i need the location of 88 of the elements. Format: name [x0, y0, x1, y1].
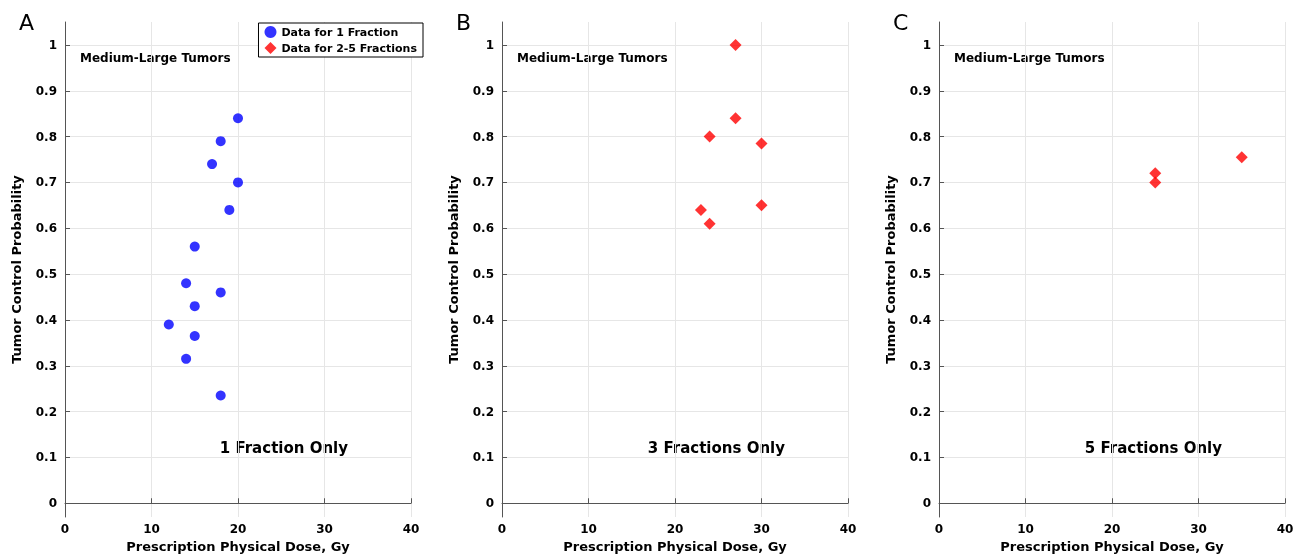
- point: [1235, 151, 1248, 164]
- point: [703, 130, 716, 143]
- x-tick-label: 0: [497, 522, 507, 536]
- y-tick-label: 0.8: [35, 129, 57, 144]
- x-tick-label: 40: [839, 522, 857, 536]
- point: [729, 38, 742, 51]
- y-tick-label: 0.9: [909, 83, 931, 98]
- x-tick-label: 20: [1103, 522, 1121, 536]
- annotation: Medium-Large Tumors: [517, 51, 668, 65]
- chart-title: A: [19, 9, 35, 35]
- y-axis-title: Tumor Control Probability: [9, 174, 24, 364]
- point: [755, 137, 768, 150]
- point: [1149, 176, 1162, 189]
- point: [189, 241, 200, 252]
- point: [189, 301, 200, 312]
- y-tick-label: 0.8: [472, 129, 494, 144]
- y-tick-label: 0.4: [909, 312, 931, 327]
- y-tick-label: 0.6: [909, 221, 931, 236]
- y-tick-label: 0.9: [472, 83, 494, 98]
- x-tick-label: 30: [753, 522, 770, 536]
- y-tick-label: 0.6: [35, 221, 57, 236]
- y-tick-label: 0.7: [35, 175, 57, 190]
- y-tick-label: 0.6: [472, 221, 494, 236]
- point: [181, 278, 192, 289]
- x-tick-label: 10: [143, 522, 160, 536]
- y-tick-label: 0.4: [472, 312, 494, 327]
- y-tick-label: 0: [922, 496, 931, 511]
- legend-label: Data for 1 Fraction: [281, 25, 399, 39]
- point: [729, 112, 742, 125]
- x-tick-label: 20: [229, 522, 247, 536]
- y-tick-label: 1: [48, 37, 57, 52]
- point: [215, 136, 226, 147]
- y-tick-label: 0.3: [472, 358, 494, 373]
- point: [215, 390, 226, 401]
- x-tick-label: 40: [402, 522, 420, 536]
- y-tick-label: 0.7: [472, 175, 494, 190]
- point: [207, 159, 218, 170]
- x-tick-label: 0: [60, 522, 70, 536]
- y-tick-label: 0.7: [909, 175, 931, 190]
- y-tick-label: 1: [922, 37, 931, 52]
- y-tick-label: 0.5: [909, 267, 931, 282]
- y-tick-label: 0.1: [35, 450, 57, 465]
- y-tick-label: 1: [485, 37, 494, 52]
- point: [703, 217, 716, 230]
- y-tick-label: 0.2: [909, 404, 931, 419]
- x-tick-label: 30: [1190, 522, 1207, 536]
- point: [233, 177, 243, 188]
- y-tick-label: 0.9: [35, 83, 57, 98]
- annotation: Medium-Large Tumors: [954, 51, 1105, 65]
- x-axis-title: Prescription Physical Dose, Gy: [126, 538, 351, 554]
- y-tick-label: 0.5: [35, 267, 57, 282]
- x-tick-label: 40: [1276, 522, 1294, 536]
- x-tick-label: 0: [934, 522, 944, 536]
- y-tick-label: 0.5: [472, 267, 494, 282]
- y-tick-label: 0.1: [909, 450, 931, 465]
- chart-title: B: [456, 9, 472, 35]
- point: [233, 113, 243, 124]
- y-tick-label: 0.4: [35, 312, 57, 327]
- y-tick-label: 0.1: [472, 450, 494, 465]
- y-tick-label: 0.3: [35, 358, 57, 373]
- annotation: 3 Fractions Only: [647, 438, 786, 457]
- x-tick-label: 20: [666, 522, 684, 536]
- point: [694, 203, 707, 216]
- y-tick-label: 0: [48, 496, 57, 511]
- point: [215, 287, 226, 298]
- y-tick-label: 0.3: [909, 358, 931, 373]
- x-tick-label: 10: [1017, 522, 1034, 536]
- y-tick-label: 0.8: [909, 129, 931, 144]
- y-tick-label: 0: [485, 496, 494, 511]
- point: [181, 353, 192, 364]
- y-axis-title: Tumor Control Probability: [446, 174, 461, 364]
- y-tick-label: 0.2: [35, 404, 57, 419]
- point: [189, 330, 200, 341]
- chart-title: C: [893, 9, 909, 35]
- annotation: 1 Fraction Only: [219, 438, 349, 457]
- y-axis-title: Tumor Control Probability: [883, 174, 898, 364]
- x-tick-label: 30: [316, 522, 333, 536]
- annotation: 5 Fractions Only: [1084, 438, 1223, 457]
- annotation: Medium-Large Tumors: [80, 51, 231, 65]
- y-tick-label: 0.2: [472, 404, 494, 419]
- x-axis-title: Prescription Physical Dose, Gy: [563, 538, 788, 554]
- point: [755, 199, 768, 212]
- point: [224, 204, 235, 215]
- x-axis-title: Prescription Physical Dose, Gy: [1000, 538, 1225, 554]
- legend-label: Data for 2-5 Fractions: [281, 41, 418, 55]
- x-tick-label: 10: [580, 522, 597, 536]
- point: [163, 319, 174, 330]
- point: [1149, 167, 1162, 180]
